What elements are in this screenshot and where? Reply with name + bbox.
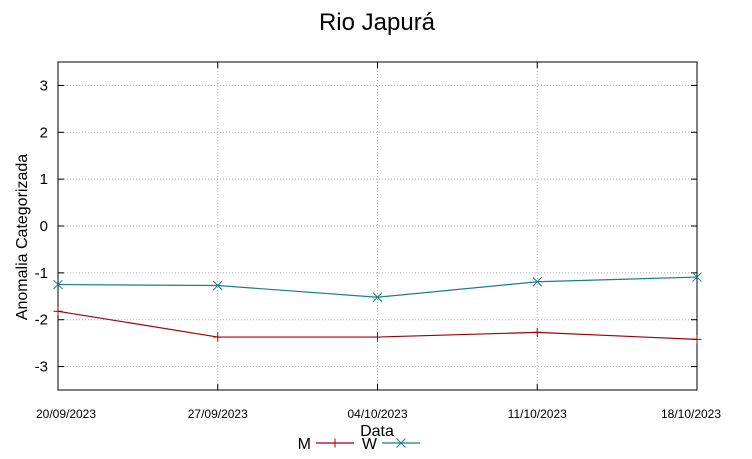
x-tick-label: 04/10/2023 xyxy=(347,407,407,421)
x-tick-label: 27/09/2023 xyxy=(188,407,248,421)
y-tick-label: -1 xyxy=(35,265,48,282)
x-axis-label: Data xyxy=(360,423,394,440)
y-axis-ticks: -3 -2 -1 0 1 2 3 xyxy=(35,77,697,376)
marker-x-b xyxy=(212,280,223,291)
legend-entry-w: W xyxy=(362,436,420,453)
y-tick-label: 1 xyxy=(40,171,48,188)
y-tick-label: 2 xyxy=(40,124,48,141)
data-point xyxy=(53,306,63,316)
y-tick-label: 3 xyxy=(40,77,48,94)
x-tick-label: 11/10/2023 xyxy=(508,407,567,421)
marker-x-b xyxy=(53,279,63,290)
series-m xyxy=(53,306,702,344)
data-point xyxy=(212,280,223,291)
marker-x-b xyxy=(372,292,383,303)
marker-x-b xyxy=(396,438,406,448)
y-tick-label: 0 xyxy=(40,218,48,235)
legend-entry-m: M xyxy=(298,436,354,453)
y-axis-label: Anomalia Categorizada xyxy=(14,154,31,320)
marker-x-b xyxy=(532,276,543,287)
data-point xyxy=(532,276,543,287)
data-point xyxy=(53,279,63,290)
data-point xyxy=(532,327,542,337)
data-point xyxy=(372,292,383,303)
chart-title: Rio Japurá xyxy=(319,9,436,36)
x-tick-label: 20/09/2023 xyxy=(36,407,96,421)
y-tick-label: -2 xyxy=(35,312,48,329)
data-point xyxy=(692,334,702,344)
data-point xyxy=(213,332,223,342)
series-group xyxy=(53,272,702,344)
series-w xyxy=(53,272,702,303)
data-point xyxy=(373,332,382,342)
legend-label: M xyxy=(298,436,311,453)
x-axis-ticks: 20/09/2023 27/09/2023 04/10/2023 11/10/2023… xyxy=(36,62,721,421)
data-point xyxy=(692,272,702,282)
y-tick-label: -3 xyxy=(35,359,48,376)
x-tick-label: 18/10/2023 xyxy=(661,407,721,421)
legend-label: W xyxy=(362,436,378,453)
marker-x-b xyxy=(692,272,702,282)
